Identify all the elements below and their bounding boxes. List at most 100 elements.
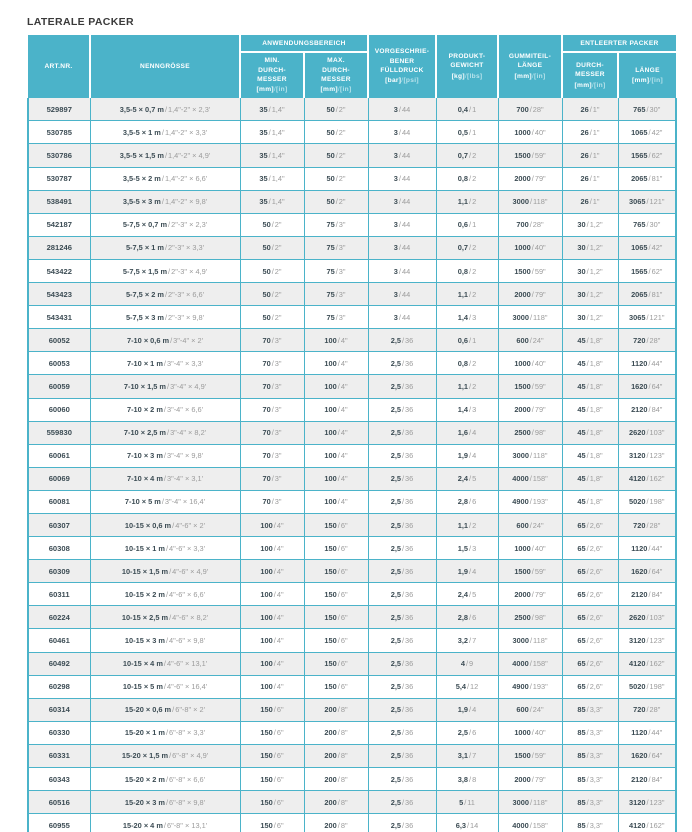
min-durchmesser-mm: 50 — [262, 220, 271, 230]
value-separator: / — [401, 797, 405, 807]
cell-gummiteillaenge: 1000/40" — [497, 351, 563, 375]
cell-max-durchmesser: 50/2" — [303, 190, 369, 214]
cell-fuelldruck: 3/44 — [367, 120, 437, 144]
value-separator: / — [469, 405, 472, 415]
gewicht-kg: 1,6 — [457, 428, 469, 438]
min-durchmesser-mm: 100 — [260, 682, 273, 692]
nenngroesse-metric: 10-15 × 0,6 m — [124, 520, 172, 530]
cell-max-durchmesser: 150/6" — [303, 582, 369, 606]
value-separator: / — [646, 497, 649, 507]
cell-min-durchmesser: 150/6" — [239, 813, 305, 832]
max-durchmesser-in: 2" — [338, 174, 346, 184]
value-separator: / — [337, 520, 340, 530]
value-separator: / — [164, 151, 168, 161]
ep-durchmesser-mm: 45 — [577, 405, 586, 415]
nenngroesse-metric: 3,5-5 × 1 m — [122, 127, 161, 137]
gewicht-lbs: 1 — [472, 335, 477, 345]
gummiteil-mm: 2000 — [514, 289, 531, 299]
fuelldruck-psi: 36 — [405, 659, 414, 669]
gummiteil-in: 158" — [532, 659, 548, 669]
table-row: 60516 15-20 × 3 m/6"-8" × 9,8' 150/6" 200/8… — [27, 790, 677, 814]
cell-produktgewicht: 5,4/12 — [435, 675, 499, 699]
unit-kg-lbs: [kg]/[lbs] — [451, 72, 483, 80]
max-durchmesser-mm: 50 — [326, 104, 335, 114]
gewicht-lbs: 2 — [472, 197, 477, 207]
min-durchmesser-in: 3" — [274, 358, 282, 368]
fuelldruck-bar: 2,5 — [390, 335, 401, 345]
cell-gummiteillaenge: 4900/193" — [497, 675, 563, 699]
nenngroesse-metric: 10-15 × 5 m — [122, 682, 163, 692]
value-separator: / — [469, 127, 472, 137]
cell-produktgewicht: 0,7/2 — [435, 236, 499, 260]
min-durchmesser-mm: 70 — [262, 381, 271, 391]
cell-ep-durchmesser: 30/1,2" — [561, 236, 619, 260]
nenngroesse-metric: 15-20 × 0,6 m — [124, 705, 172, 715]
cell-max-durchmesser: 50/2" — [303, 167, 369, 191]
gummiteil-in: 24" — [532, 520, 544, 530]
cell-produktgewicht: 0,7/2 — [435, 143, 499, 168]
gewicht-lbs: 11 — [467, 797, 475, 807]
cell-min-durchmesser: 35/1,4" — [239, 190, 305, 214]
value-separator: / — [586, 520, 589, 530]
ep-laenge-in: 84" — [651, 405, 663, 415]
ep-durchmesser-in: 3,3" — [589, 797, 603, 807]
cell-fuelldruck: 2,5/36 — [367, 767, 437, 791]
ep-durchmesser-in: 1" — [592, 151, 600, 161]
ep-laenge-in: 64" — [651, 381, 663, 391]
ep-laenge-in: 123" — [649, 797, 665, 807]
nenngroesse-imperial: 3"-4" × 3,3' — [166, 358, 204, 368]
value-separator: / — [337, 474, 340, 484]
value-separator: / — [586, 774, 589, 784]
cell-produktgewicht: 0,5/1 — [435, 120, 499, 144]
value-separator: / — [586, 566, 589, 576]
min-durchmesser-mm: 50 — [262, 289, 271, 299]
min-durchmesser-in: 2" — [274, 266, 282, 276]
header-gummiteillaenge: GUMMITEIL- LÄNGE [mm]/[in] — [498, 35, 563, 98]
ep-durchmesser-in: 1,2" — [589, 266, 603, 276]
fuelldruck-psi: 44 — [401, 127, 411, 137]
gummiteil-in: 79" — [534, 174, 546, 184]
gewicht-kg: 0,4 — [457, 104, 469, 114]
table-row: 60081 7-10 × 5 m/3"-4" × 16,4' 70/3" 100/4"… — [27, 490, 677, 514]
gewicht-lbs: 14 — [470, 820, 479, 830]
max-durchmesser-in: 6" — [340, 682, 348, 692]
gummiteil-in: 40" — [534, 358, 546, 368]
fuelldruck-psi: 36 — [405, 612, 414, 622]
value-separator: / — [398, 151, 401, 161]
min-durchmesser-in: 2" — [274, 243, 282, 253]
value-separator: / — [271, 358, 274, 368]
min-durchmesser-mm: 70 — [262, 335, 271, 345]
nenngroesse-metric: 15-20 × 1,5 m — [121, 751, 169, 761]
ep-laenge-in: 81" — [651, 174, 663, 184]
cell-fuelldruck: 2,5/36 — [367, 675, 437, 699]
value-separator: / — [586, 266, 589, 276]
fuelldruck-bar: 2,5 — [390, 636, 401, 645]
cell-fuelldruck: 2,5/36 — [367, 744, 437, 768]
value-separator: / — [466, 820, 470, 830]
ep-laenge-mm: 2065 — [631, 174, 648, 184]
max-durchmesser-in: 8" — [340, 774, 348, 784]
gummiteil-in: 98" — [534, 428, 546, 438]
value-separator: / — [337, 682, 340, 692]
nenngroesse-metric: 10-15 × 2,5 m — [121, 612, 169, 622]
fuelldruck-bar: 3 — [393, 266, 398, 276]
value-separator: / — [161, 174, 164, 184]
cell-nenngroesse: 15-20 × 4 m/6"-8" × 13,1' — [89, 813, 241, 832]
value-separator: / — [586, 636, 589, 645]
fuelldruck-bar: 2,5 — [390, 659, 401, 669]
cell-ep-laenge: 1120/44" — [617, 536, 677, 560]
gummiteil-mm: 1500 — [514, 751, 531, 761]
cell-produktgewicht: 1,9/4 — [435, 559, 499, 583]
gummiteil-in: 59" — [534, 381, 546, 391]
cell-min-durchmesser: 150/6" — [239, 721, 305, 745]
min-durchmesser-mm: 150 — [260, 774, 273, 784]
ep-durchmesser-mm: 26 — [580, 197, 589, 207]
ep-durchmesser-mm: 30 — [577, 243, 586, 253]
cell-ep-durchmesser: 65/2,6" — [561, 605, 619, 629]
max-durchmesser-mm: 150 — [324, 612, 337, 622]
min-durchmesser-mm: 70 — [262, 405, 271, 415]
value-separator: / — [586, 451, 589, 461]
min-durchmesser-mm: 150 — [260, 728, 273, 738]
fuelldruck-psi: 44 — [401, 266, 411, 276]
min-durchmesser-mm: 70 — [262, 451, 271, 461]
